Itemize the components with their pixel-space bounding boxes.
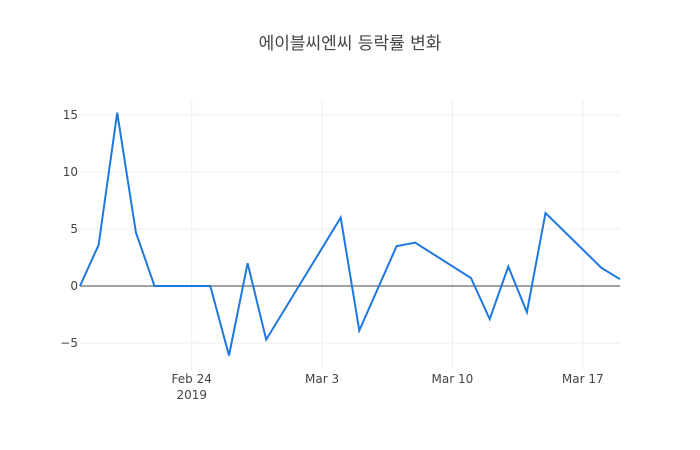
y-tick-label: −5 xyxy=(60,336,78,350)
x-axis: Feb 24 2019 Mar 3 Mar 10 Mar 17 xyxy=(172,372,604,402)
y-tick-label: 0 xyxy=(70,279,78,293)
gridlines xyxy=(80,100,620,370)
x-tick-label: Feb 24 xyxy=(172,372,212,386)
x-tick-label: Mar 10 xyxy=(432,372,474,386)
x-tick-label: Mar 17 xyxy=(562,372,604,386)
y-tick-label: 5 xyxy=(70,222,78,236)
y-axis: 15 10 5 0 −5 xyxy=(60,108,78,350)
series-line xyxy=(79,112,621,356)
x-tick-year-label: 2019 xyxy=(176,388,207,402)
x-tick-label: Mar 3 xyxy=(305,372,339,386)
chart-title: 에이블씨엔씨 등락률 변화 xyxy=(259,34,442,54)
y-tick-label: 10 xyxy=(63,165,78,179)
y-tick-label: 15 xyxy=(63,108,78,122)
